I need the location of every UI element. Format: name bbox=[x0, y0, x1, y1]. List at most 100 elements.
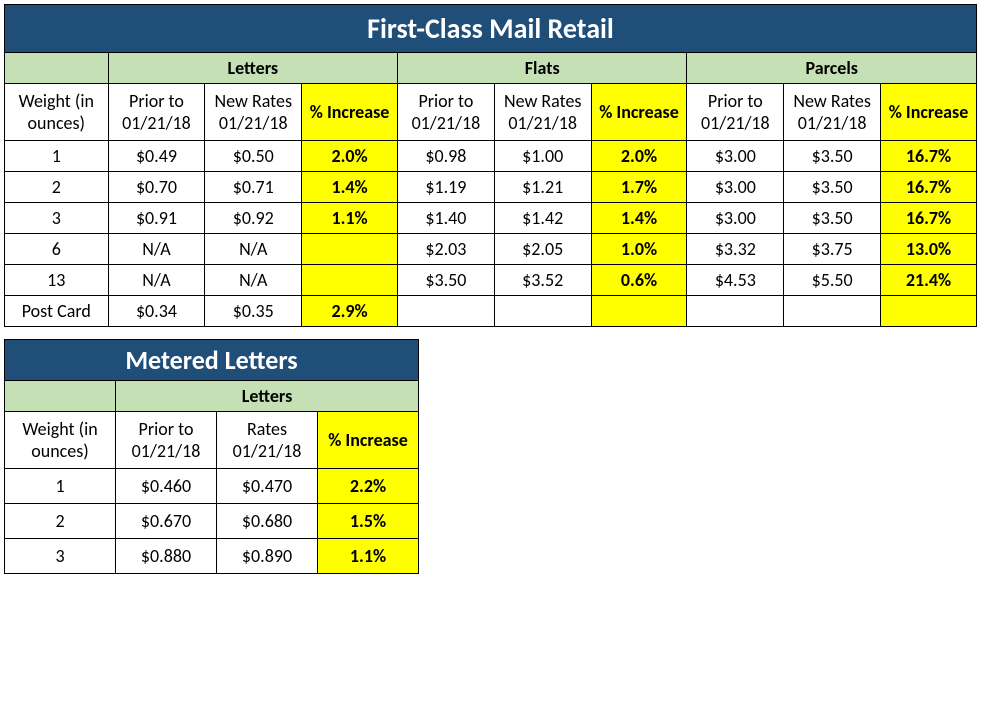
table2-title: Metered Letters bbox=[5, 340, 419, 381]
weight-header2: Weight (in ounces) bbox=[5, 412, 116, 469]
cell: 3 bbox=[5, 539, 116, 574]
cell: 1.0% bbox=[591, 234, 687, 265]
cell bbox=[302, 265, 398, 296]
cat-parcels: Parcels bbox=[687, 53, 977, 84]
cell: $0.92 bbox=[205, 203, 302, 234]
table-row: 3$0.91$0.921.1%$1.40$1.421.4%$3.00$3.501… bbox=[5, 203, 977, 234]
cell: $2.03 bbox=[398, 234, 495, 265]
cell bbox=[591, 296, 687, 327]
cell: 13.0% bbox=[881, 234, 977, 265]
cell: N/A bbox=[205, 265, 302, 296]
cell: N/A bbox=[205, 234, 302, 265]
col-new: New Rates 01/21/18 bbox=[205, 84, 302, 141]
cell bbox=[881, 296, 977, 327]
cell: 2 bbox=[5, 504, 116, 539]
col-prior: Prior to 01/21/18 bbox=[398, 84, 495, 141]
cell: $1.42 bbox=[494, 203, 591, 234]
col-new2: Rates 01/21/18 bbox=[217, 412, 318, 469]
cell: $3.50 bbox=[784, 203, 881, 234]
col-new: New Rates 01/21/18 bbox=[494, 84, 591, 141]
cell: 1.5% bbox=[318, 504, 419, 539]
cell: 21.4% bbox=[881, 265, 977, 296]
table-row: Post Card$0.34$0.352.9% bbox=[5, 296, 977, 327]
cell: $3.52 bbox=[494, 265, 591, 296]
col-prior: Prior to 01/21/18 bbox=[687, 84, 784, 141]
cell: N/A bbox=[108, 265, 205, 296]
cell: $3.00 bbox=[687, 172, 784, 203]
cell bbox=[687, 296, 784, 327]
cell: 2.0% bbox=[302, 141, 398, 172]
cat-letters: Letters bbox=[108, 53, 397, 84]
cell: 2 bbox=[5, 172, 109, 203]
cell: 1.1% bbox=[318, 539, 419, 574]
cell: 3 bbox=[5, 203, 109, 234]
cell bbox=[784, 296, 881, 327]
cell: $3.00 bbox=[687, 141, 784, 172]
cell: $0.70 bbox=[108, 172, 205, 203]
cell: $0.34 bbox=[108, 296, 205, 327]
cat-letters2: Letters bbox=[116, 381, 419, 412]
table-row: 3$0.880$0.8901.1% bbox=[5, 539, 419, 574]
cell: $0.460 bbox=[116, 469, 217, 504]
cell: $0.91 bbox=[108, 203, 205, 234]
cell: $3.50 bbox=[784, 172, 881, 203]
weight-header: Weight (in ounces) bbox=[5, 84, 109, 141]
table-row: 13N/AN/A$3.50$3.520.6%$4.53$5.5021.4% bbox=[5, 265, 977, 296]
cell: 6 bbox=[5, 234, 109, 265]
cell: $0.880 bbox=[116, 539, 217, 574]
cell bbox=[494, 296, 591, 327]
cat-empty bbox=[5, 53, 109, 84]
first-class-mail-table: First-Class Mail Retail Letters Flats Pa… bbox=[4, 4, 977, 327]
cell: $0.71 bbox=[205, 172, 302, 203]
cell: $1.21 bbox=[494, 172, 591, 203]
cell: $3.32 bbox=[687, 234, 784, 265]
cell: Post Card bbox=[5, 296, 109, 327]
cell bbox=[302, 234, 398, 265]
cell: 2.2% bbox=[318, 469, 419, 504]
cell: $3.50 bbox=[398, 265, 495, 296]
table-row: 2$0.670$0.6801.5% bbox=[5, 504, 419, 539]
cell: 16.7% bbox=[881, 141, 977, 172]
cell: $3.50 bbox=[784, 141, 881, 172]
col-increase: % Increase bbox=[881, 84, 977, 141]
cell: $1.40 bbox=[398, 203, 495, 234]
cell: $0.49 bbox=[108, 141, 205, 172]
cell: $1.19 bbox=[398, 172, 495, 203]
cell: 1 bbox=[5, 141, 109, 172]
cell: $0.50 bbox=[205, 141, 302, 172]
cell: 1.4% bbox=[302, 172, 398, 203]
col-prior: Prior to 01/21/18 bbox=[108, 84, 205, 141]
table1-title: First-Class Mail Retail bbox=[5, 5, 977, 53]
cell: 1 bbox=[5, 469, 116, 504]
cell: $5.50 bbox=[784, 265, 881, 296]
table-row: 1$0.49$0.502.0%$0.98$1.002.0%$3.00$3.501… bbox=[5, 141, 977, 172]
cell: $2.05 bbox=[494, 234, 591, 265]
cell: $3.00 bbox=[687, 203, 784, 234]
col-increase: % Increase bbox=[591, 84, 687, 141]
col-new: New Rates 01/21/18 bbox=[784, 84, 881, 141]
metered-letters-table: Metered Letters Letters Weight (in ounce… bbox=[4, 339, 419, 574]
cell: $0.680 bbox=[217, 504, 318, 539]
cell: $0.890 bbox=[217, 539, 318, 574]
col-increase2: % Increase bbox=[318, 412, 419, 469]
table-row: 6N/AN/A$2.03$2.051.0%$3.32$3.7513.0% bbox=[5, 234, 977, 265]
cat-empty bbox=[5, 381, 116, 412]
cell: 0.6% bbox=[591, 265, 687, 296]
cell: 16.7% bbox=[881, 172, 977, 203]
table-row: 1$0.460$0.4702.2% bbox=[5, 469, 419, 504]
cell: 2.0% bbox=[591, 141, 687, 172]
cat-flats: Flats bbox=[398, 53, 687, 84]
cell: 1.7% bbox=[591, 172, 687, 203]
table-row: 2$0.70$0.711.4%$1.19$1.211.7%$3.00$3.501… bbox=[5, 172, 977, 203]
cell: $4.53 bbox=[687, 265, 784, 296]
cell: 1.1% bbox=[302, 203, 398, 234]
cell: $0.35 bbox=[205, 296, 302, 327]
cell: $1.00 bbox=[494, 141, 591, 172]
cell: $3.75 bbox=[784, 234, 881, 265]
cell: $0.98 bbox=[398, 141, 495, 172]
cell: $0.670 bbox=[116, 504, 217, 539]
cell: N/A bbox=[108, 234, 205, 265]
cell: $0.470 bbox=[217, 469, 318, 504]
cell bbox=[398, 296, 495, 327]
col-prior2: Prior to 01/21/18 bbox=[116, 412, 217, 469]
